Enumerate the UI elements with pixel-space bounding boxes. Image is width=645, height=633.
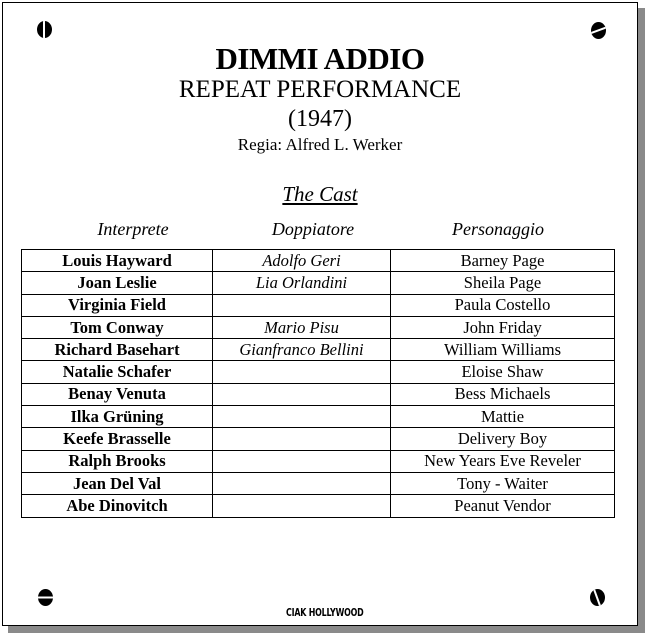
table-row: Keefe Brasselle Delivery Boy <box>21 427 615 451</box>
dubber-cell: Lia Orlandini <box>212 271 391 295</box>
dubber-cell <box>212 471 391 496</box>
cast-table: Louis Hayward Adolfo Geri Barney Page Joan … <box>21 248 615 518</box>
actor-cell: Ilka Grüning <box>21 405 213 429</box>
original-title: REPEAT PERFORMANCE <box>178 76 462 103</box>
actor-cell: Joan Leslie <box>21 271 213 295</box>
actor-cell: Jean Del Val <box>21 471 213 496</box>
actor-cell: Richard Basehart <box>21 338 213 362</box>
table-row: Louis Hayward Adolfo Geri Barney Page <box>21 248 615 273</box>
dubber-cell <box>212 360 391 384</box>
table-row: Jean Del Val Tony - Waiter <box>21 471 615 496</box>
dubber-cell: Mario Pisu <box>212 315 391 340</box>
character-cell: Mattie <box>390 405 615 429</box>
dubber-cell <box>212 405 391 429</box>
table-row: Ilka Grüning Mattie <box>21 405 615 429</box>
character-cell: Delivery Boy <box>390 427 615 451</box>
actor-cell: Benay Venuta <box>21 382 213 407</box>
character-cell: Sheila Page <box>390 271 615 295</box>
table-row: Ralph Brooks New Years Eve Reveler <box>21 449 615 473</box>
page-title: DIMMI ADDIO <box>215 41 425 76</box>
actor-cell: Keefe Brasselle <box>21 427 213 451</box>
dubber-cell: Adolfo Geri <box>212 248 391 273</box>
release-year: (1947) <box>288 106 352 132</box>
table-row: Tom Conway Mario Pisu John Friday <box>21 315 615 340</box>
actor-cell: Louis Hayward <box>21 248 213 273</box>
table-row: Abe Dinovitch Peanut Vendor <box>21 494 615 518</box>
actor-cell: Natalie Schafer <box>21 360 213 384</box>
dubber-cell <box>212 494 391 518</box>
dubber-cell <box>212 382 391 407</box>
table-row: Joan Leslie Lia Orlandini Sheila Page <box>21 271 615 295</box>
screw-icon <box>590 589 605 606</box>
column-header-interprete: Interprete <box>97 219 169 239</box>
table-row: Richard Basehart Gianfranco Bellini Willia… <box>21 338 615 362</box>
screw-icon <box>37 21 52 38</box>
character-cell: Peanut Vendor <box>390 494 615 518</box>
dubber-cell <box>212 427 391 451</box>
dubber-cell <box>212 449 391 473</box>
table-row: Virginia Field Paula Costello <box>21 293 615 317</box>
column-header-personaggio: Personaggio <box>452 219 544 239</box>
screw-icon <box>591 22 606 39</box>
screw-icon <box>38 589 53 606</box>
director: Regia: Alfred L. Werker <box>237 135 403 154</box>
character-cell: New Years Eve Reveler <box>390 449 615 473</box>
character-cell: William Williams <box>390 338 615 362</box>
character-cell: Paula Costello <box>390 293 615 317</box>
table-row: Benay Venuta Bess Michaels <box>21 382 615 407</box>
actor-cell: Virginia Field <box>21 293 213 317</box>
character-cell: Barney Page <box>390 248 615 273</box>
character-cell: Bess Michaels <box>390 382 615 407</box>
cast-plaque: DIMMI ADDIO REPEAT PERFORMANCE (1947) Re… <box>2 2 638 626</box>
character-cell: Eloise Shaw <box>390 360 615 384</box>
actor-cell: Ralph Brooks <box>21 449 213 473</box>
ciak-hollywood-logo: CIAK HOLLYWOOD <box>286 606 364 619</box>
character-cell: John Friday <box>390 315 615 340</box>
dubber-cell <box>212 293 391 317</box>
dubber-cell: Gianfranco Bellini <box>212 338 391 362</box>
character-cell: Tony - Waiter <box>390 471 615 496</box>
actor-cell: Tom Conway <box>21 315 213 340</box>
table-row: Natalie Schafer Eloise Shaw <box>21 360 615 384</box>
column-header-doppiatore: Doppiatore <box>271 219 355 239</box>
cast-heading: The Cast <box>282 182 358 206</box>
actor-cell: Abe Dinovitch <box>21 494 213 518</box>
